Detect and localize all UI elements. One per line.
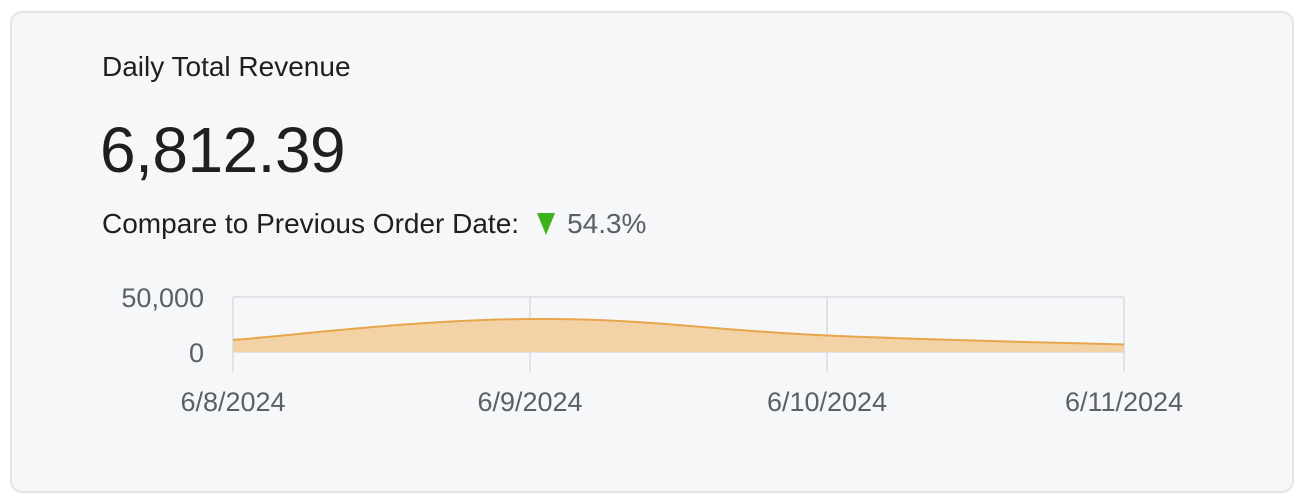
series-area [233,318,1124,352]
x-tick-label: 6/10/2024 [767,387,887,417]
revenue-card: Daily Total Revenue 6,812.39 Compare to … [10,11,1294,493]
x-tick-label: 6/8/2024 [180,387,285,417]
x-tick-label: 6/9/2024 [477,387,582,417]
comparison-row: Compare to Previous Order Date: 54.3% [102,208,646,240]
x-axis-ticks: 6/8/2024 6/9/2024 6/10/2024 6/11/2024 [180,387,1183,417]
y-axis-ticks: 50,000 0 [121,283,204,368]
triangle-down-icon [537,213,556,235]
card-title: Daily Total Revenue [102,51,351,82]
x-tick-label: 6/11/2024 [1065,387,1183,417]
comparison-label: Compare to Previous Order Date: [102,208,520,239]
metric-value: 6,812.39 [100,114,346,186]
y-tick-label: 50,000 [121,283,204,313]
series-line [232,317,1125,346]
y-tick-label: 0 [189,338,204,368]
change-percent: 54.3% [567,208,647,239]
